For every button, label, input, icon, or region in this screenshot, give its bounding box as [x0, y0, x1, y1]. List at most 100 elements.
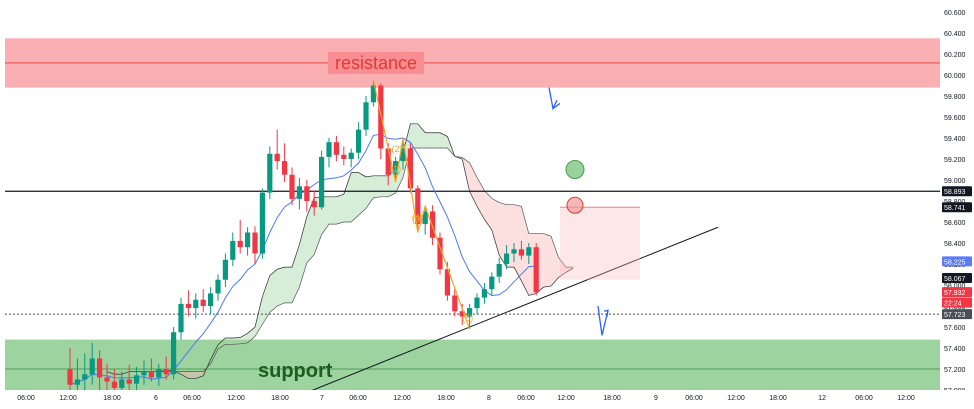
candle-body [304, 186, 310, 201]
candle [415, 185, 421, 233]
candle-body [289, 174, 295, 199]
candle-body [215, 279, 221, 294]
candle [311, 190, 317, 216]
candle-body [459, 311, 465, 317]
cloud-segment [491, 198, 500, 256]
candle-body [245, 232, 251, 248]
candle-body [126, 379, 132, 384]
candle [437, 232, 443, 275]
candle [237, 219, 243, 254]
candle [274, 129, 280, 170]
candle-body [178, 303, 184, 333]
cloud-segment [306, 197, 315, 263]
cloud-segment [403, 123, 411, 178]
cloud-segment [232, 337, 241, 345]
candle [319, 150, 325, 210]
drawing-lines-layer [5, 190, 940, 396]
candle-body [208, 293, 214, 306]
candle-body [141, 371, 147, 376]
time-tick-label: 06:00 [17, 395, 35, 402]
cloud-segment [247, 327, 255, 343]
price-tick-label: 59.000 [944, 178, 966, 185]
candle-body [444, 269, 450, 296]
candle [126, 364, 132, 390]
candle [267, 146, 273, 199]
price-tick-label: 58.600 [944, 220, 966, 227]
candle [178, 297, 184, 340]
wave-path [372, 80, 471, 330]
candle-body [252, 232, 258, 254]
price-axis[interactable]: 60.600 60.400 60.200 60.000 59.800 59.600 59.4… [940, 0, 974, 404]
price-label-text: 58.741 [944, 205, 966, 212]
price-label-text: 22:24 [944, 301, 962, 308]
cloud-segment [469, 162, 477, 207]
candle [200, 289, 206, 313]
candle [533, 243, 539, 296]
candle-body [467, 308, 473, 317]
candle [489, 272, 495, 296]
candle-body [82, 374, 88, 380]
candle [148, 358, 154, 382]
time-tick-label: 7 [320, 395, 324, 402]
candle-body [489, 276, 495, 290]
price-tick-label: 58.000 [944, 283, 966, 290]
cloud-segment [314, 196, 322, 255]
time-tick-label: 12:00 [393, 395, 411, 402]
candle-body [97, 358, 103, 378]
candle-body [533, 247, 539, 293]
price-label-tag [942, 186, 972, 197]
candle [526, 243, 532, 264]
time-tick-label: 06:00 [685, 395, 703, 402]
candle-body [104, 377, 110, 382]
candle [296, 177, 302, 210]
candle [89, 342, 95, 385]
candle-body [148, 371, 154, 378]
candle [193, 293, 199, 319]
up-arrow-icon [597, 305, 609, 336]
time-tick-label: 9 [654, 395, 658, 402]
price-label-text: 58.067 [944, 276, 966, 283]
cloud-segment [195, 371, 204, 379]
candle-body [348, 152, 354, 159]
time-axis[interactable]: 06:00 12:00 18:00 6 06:00 12:00 18:00 7 06:00 12:… [0, 390, 974, 404]
candle [259, 188, 265, 259]
moving-average-line [69, 133, 537, 386]
candle [393, 156, 399, 183]
candle [452, 287, 458, 317]
candle [215, 274, 221, 301]
price-tick-label: 57.200 [944, 367, 966, 374]
candle-body [326, 142, 332, 157]
time-tick-label: 18:00 [437, 395, 455, 402]
cloud-segment [440, 132, 448, 148]
candle-body [518, 249, 524, 256]
price-tick-label: 57.600 [944, 325, 966, 332]
time-tick-label: 12:00 [557, 395, 575, 402]
time-tick-label: 06:00 [349, 395, 367, 402]
cloud-segment [225, 338, 233, 345]
price-tick-label: 59.200 [944, 157, 966, 164]
time-tick-label: 18:00 [603, 395, 621, 402]
cloud-segment [255, 296, 263, 337]
candle [304, 180, 310, 212]
time-tick-label: 06:00 [183, 395, 201, 402]
candle-body [222, 259, 228, 280]
cloud-segment [299, 216, 307, 288]
price-label-text: 58.893 [944, 189, 966, 196]
price-tick-label: 59.400 [944, 136, 966, 143]
candle-body [67, 369, 73, 385]
candle-body [393, 161, 399, 175]
candle-body [437, 237, 443, 270]
price-axis-bg [940, 0, 974, 404]
cloud-segment [336, 194, 344, 225]
candle-body [267, 153, 273, 193]
candle [282, 143, 288, 183]
resistance-label-bg [328, 51, 424, 74]
candle-body [156, 369, 162, 378]
wave-label: (2) [392, 144, 403, 154]
candle-body [74, 379, 80, 385]
cloud-segment [284, 267, 292, 303]
price-label-text: 57.932 [944, 290, 966, 297]
candle [467, 303, 473, 330]
candle-body [356, 129, 362, 153]
